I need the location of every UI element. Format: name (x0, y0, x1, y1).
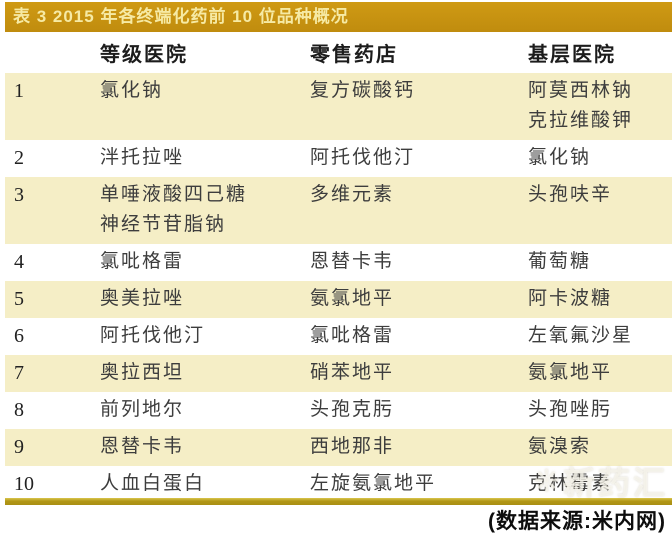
table-header-row: 等级医院 零售药店 基层医院 (5, 32, 672, 73)
primary-hospital-drug: 氯化钠 (528, 147, 592, 168)
rank-number: 5 (14, 288, 24, 310)
retail-pharmacy-drug: 硝苯地平 (310, 362, 395, 383)
rank-number: 7 (14, 362, 24, 384)
table-row: 10 人血白蛋白 左旋氨氯地平 克林霉素 (5, 466, 672, 503)
table-title: 表 3 2015 年各终端化药前 10 位品种概况 (5, 2, 672, 32)
table-row: 5 奥美拉唑 氨氯地平 阿卡波糖 (5, 281, 672, 318)
rank-number: 10 (14, 473, 34, 495)
graded-hospital-drug: 恩替卡韦 (100, 436, 185, 457)
rank-number: 2 (14, 147, 24, 169)
primary-hospital-drug: 氨氯地平 (528, 362, 613, 383)
rank-number: 3 (14, 184, 24, 206)
primary-hospital-drug: 阿莫西林钠 克拉维酸钾 (528, 80, 634, 131)
retail-pharmacy-drug: 氯吡格雷 (310, 325, 395, 346)
retail-pharmacy-drug: 阿托伐他汀 (310, 147, 416, 168)
primary-hospital-drug: 葡萄糖 (528, 251, 592, 272)
drug-ranking-table: 等级医院 零售药店 基层医院 1 氯化钠 复方碳酸钙 阿莫西林钠 克拉维酸钾 2 泮托拉唑… (5, 32, 672, 503)
rank-number: 6 (14, 325, 24, 347)
footer-gold-rule (5, 498, 672, 505)
rank-number: 1 (14, 80, 24, 102)
retail-pharmacy-drug: 左旋氨氯地平 (310, 473, 437, 494)
primary-hospital-drug: 头孢唑肟 (528, 399, 613, 420)
retail-pharmacy-drug: 氨氯地平 (310, 288, 395, 309)
header-primary-hospital: 基层医院 (528, 44, 616, 66)
table-row: 4 氯吡格雷 恩替卡韦 葡萄糖 (5, 244, 672, 281)
graded-hospital-drug: 人血白蛋白 (100, 473, 206, 494)
data-source-credit: (数据来源:米内网) (488, 510, 666, 533)
table-row: 9 恩替卡韦 西地那非 氨溴索 (5, 429, 672, 466)
retail-pharmacy-drug: 头孢克肟 (310, 399, 395, 420)
primary-hospital-drug: 氨溴索 (528, 436, 592, 457)
graded-hospital-drug: 奥拉西坦 (100, 362, 185, 383)
retail-pharmacy-drug: 多维元素 (310, 184, 395, 205)
table-body: 1 氯化钠 复方碳酸钙 阿莫西林钠 克拉维酸钾 2 泮托拉唑 阿托伐他汀 氯化钠 3 单唾液酸四己… (5, 73, 672, 503)
header-retail-pharmacy: 零售药店 (310, 44, 398, 66)
header-graded-hospital: 等级医院 (100, 44, 188, 66)
rank-number: 8 (14, 399, 24, 421)
graded-hospital-drug: 氯化钠 (100, 80, 164, 101)
primary-hospital-drug: 左氧氟沙星 (528, 325, 634, 346)
graded-hospital-drug: 前列地尔 (100, 399, 185, 420)
graded-hospital-drug: 氯吡格雷 (100, 251, 185, 272)
graded-hospital-drug: 单唾液酸四己糖 神经节苷脂钠 (100, 184, 248, 235)
graded-hospital-drug: 阿托伐他汀 (100, 325, 206, 346)
table-row: 6 阿托伐他汀 氯吡格雷 左氧氟沙星 (5, 318, 672, 355)
retail-pharmacy-drug: 西地那非 (310, 436, 395, 457)
rank-number: 4 (14, 251, 24, 273)
retail-pharmacy-drug: 复方碳酸钙 (310, 80, 416, 101)
table-row: 1 氯化钠 复方碳酸钙 阿莫西林钠 克拉维酸钾 (5, 73, 672, 140)
graded-hospital-drug: 泮托拉唑 (100, 147, 185, 168)
retail-pharmacy-drug: 恩替卡韦 (310, 251, 395, 272)
table-row: 8 前列地尔 头孢克肟 头孢唑肟 (5, 392, 672, 429)
primary-hospital-drug: 克林霉素 (528, 473, 613, 494)
table-row: 7 奥拉西坦 硝苯地平 氨氯地平 (5, 355, 672, 392)
rank-number: 9 (14, 436, 24, 458)
table-row: 3 单唾液酸四己糖 神经节苷脂钠 多维元素 头孢呋辛 (5, 177, 672, 244)
table-row: 2 泮托拉唑 阿托伐他汀 氯化钠 (5, 140, 672, 177)
graded-hospital-drug: 奥美拉唑 (100, 288, 185, 309)
primary-hospital-drug: 阿卡波糖 (528, 288, 613, 309)
primary-hospital-drug: 头孢呋辛 (528, 184, 613, 205)
